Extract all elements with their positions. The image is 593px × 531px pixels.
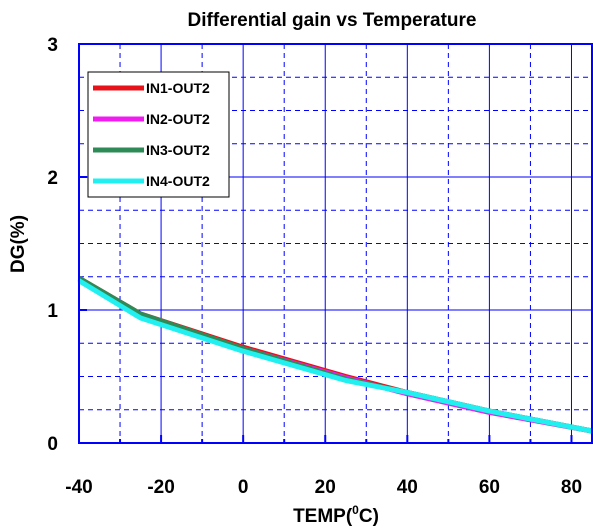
legend-label: IN3-OUT2 [146, 142, 210, 158]
x-tick-label: 60 [479, 477, 500, 498]
axis-ticks [78, 43, 573, 444]
series-line-in3-out2 [77, 275, 593, 434]
legend: IN1-OUT2 IN2-OUT2 IN3-OUT2 IN4-OUT2 [87, 71, 230, 198]
x-axis-label-superscript: 0 [352, 503, 359, 517]
y-tick-label: 3 [47, 35, 58, 56]
x-axis-label-end: C) [359, 506, 379, 527]
x-tick-label: -40 [65, 477, 92, 498]
legend-label: IN1-OUT2 [146, 80, 210, 96]
x-axis-label: TEMP(0C) [293, 503, 379, 527]
x-tick-label: 80 [561, 477, 582, 498]
legend-label: IN2-OUT2 [146, 111, 210, 127]
legend-label: IN4-OUT2 [146, 173, 210, 189]
series-lines [77, 275, 593, 434]
y-tick-label: 1 [47, 301, 58, 322]
x-tick-label: -20 [147, 477, 174, 498]
y-axis-label: DG(%) [8, 215, 29, 273]
series-line-in2-out2 [77, 277, 593, 434]
y-tick-label: 2 [47, 168, 58, 189]
series-line-in1-out2 [77, 275, 593, 434]
chart-title: Differential gain vs Temperature [188, 10, 477, 31]
tick-labels: -40 -20 0 20 40 60 80 0 1 2 3 [47, 35, 582, 498]
series-line-in4-out2 [77, 278, 593, 434]
x-axis-label-main: TEMP( [293, 506, 353, 527]
x-tick-label: 20 [315, 477, 336, 498]
plot-area-border [78, 43, 593, 444]
x-tick-label: 0 [238, 477, 249, 498]
legend-box [87, 71, 230, 198]
x-tick-label: 40 [397, 477, 418, 498]
y-tick-label: 0 [47, 434, 58, 455]
